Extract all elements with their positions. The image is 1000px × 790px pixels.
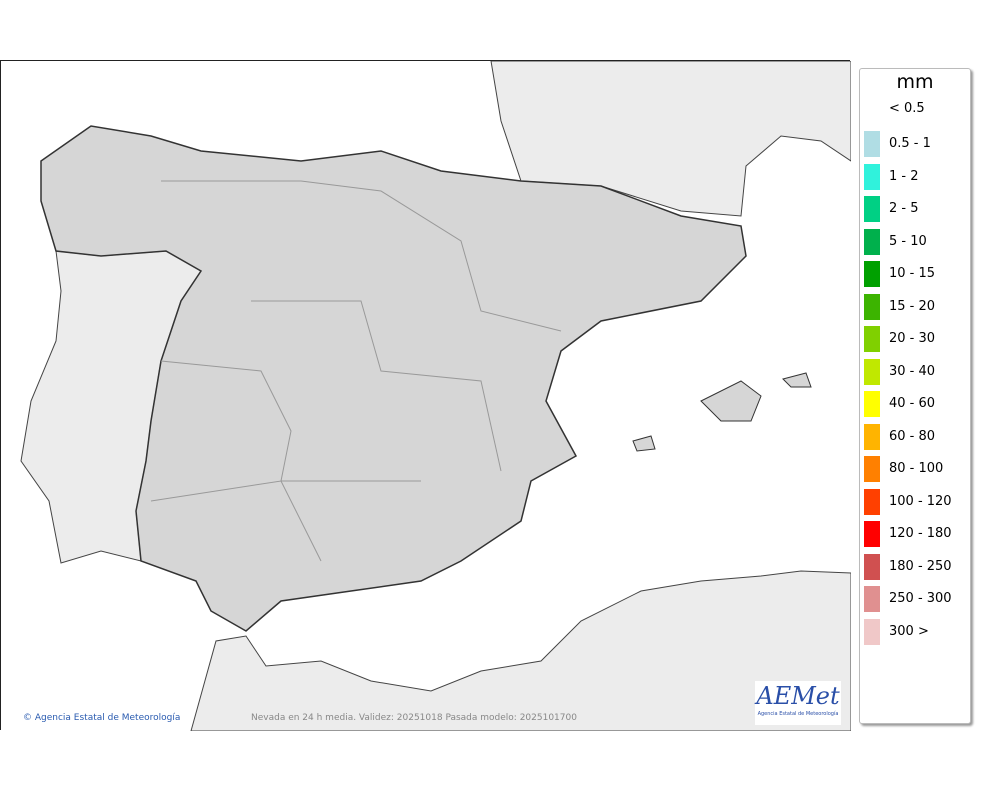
legend-swatch (864, 488, 880, 515)
legend-swatch (864, 618, 880, 645)
legend-swatch (864, 521, 880, 547)
legend-swatch (864, 358, 880, 385)
legend-item: 100 - 120 (860, 488, 970, 522)
legend-item: 1 - 2 (860, 163, 970, 197)
legend-label: 250 - 300 (889, 591, 952, 606)
legend-item: 20 - 30 (860, 326, 970, 359)
legend-unit: mm (896, 71, 934, 93)
region-borders (150, 180, 562, 562)
map-caption: Nevada en 24 h media. Validez: 20251018 … (251, 713, 577, 723)
menorca (782, 372, 812, 388)
legend-label: 30 - 40 (889, 363, 936, 379)
legend-swatch (864, 553, 880, 580)
legend-item: 300 > (860, 618, 970, 652)
credit-text: © Agencia Estatal de Meteorología (23, 713, 181, 723)
legend-label: < 0.5 (889, 101, 925, 116)
legend-swatch (864, 456, 880, 482)
legend: mm < 0.5 0.5 - 1 1 - 2 2 - 5 5 - 10 10 - 15 15… (859, 68, 971, 724)
legend-label: 100 - 120 (889, 493, 952, 509)
legend-label: 1 - 2 (889, 168, 919, 184)
legend-label: 60 - 80 (889, 428, 936, 444)
legend-swatch (864, 228, 880, 255)
legend-swatch (864, 586, 880, 612)
legend-label: 120 - 180 (889, 526, 952, 541)
legend-swatch (864, 163, 880, 190)
legend-label: 20 - 30 (889, 331, 936, 346)
legend-label: 40 - 60 (889, 396, 936, 411)
legend-item: 180 - 250 (860, 553, 970, 587)
legend-item: 5 - 10 (860, 228, 970, 262)
legend-swatch (864, 391, 880, 417)
legend-label: 2 - 5 (889, 201, 919, 216)
legend-label: 80 - 100 (889, 461, 944, 476)
legend-swatch (864, 196, 880, 222)
legend-swatch (864, 131, 880, 157)
mallorca (700, 380, 762, 422)
legend-swatch (864, 293, 880, 320)
legend-label: 5 - 10 (889, 233, 927, 249)
legend-swatch (864, 261, 880, 287)
legend-item: 40 - 60 (860, 391, 970, 424)
legend-item: < 0.5 (860, 101, 970, 131)
legend-item: 15 - 20 (860, 293, 970, 327)
legend-swatch (864, 326, 880, 352)
legend-label: 0.5 - 1 (889, 136, 931, 151)
africa (190, 570, 851, 731)
legend-item: 2 - 5 (860, 196, 970, 229)
legend-label: 180 - 250 (889, 558, 952, 574)
legend-item: 0.5 - 1 (860, 131, 970, 164)
map-canvas (1, 61, 851, 731)
legend-item: 120 - 180 (860, 521, 970, 554)
france (490, 61, 851, 217)
legend-swatch (864, 423, 880, 450)
map: © Agencia Estatal de Meteorología Nevada… (0, 60, 851, 731)
legend-item: 10 - 15 (860, 261, 970, 294)
legend-label: 10 - 15 (889, 266, 936, 281)
legend-item: 80 - 100 (860, 456, 970, 489)
legend-label: 15 - 20 (889, 298, 936, 314)
legend-item: 60 - 80 (860, 423, 970, 457)
legend-label: 300 > (889, 623, 929, 639)
ibiza (632, 435, 656, 452)
legend-item: 30 - 40 (860, 358, 970, 392)
aemet-logo: AEMet Agencia Estatal de Meteorología (755, 681, 841, 725)
spain (40, 125, 747, 632)
legend-item: 250 - 300 (860, 586, 970, 619)
